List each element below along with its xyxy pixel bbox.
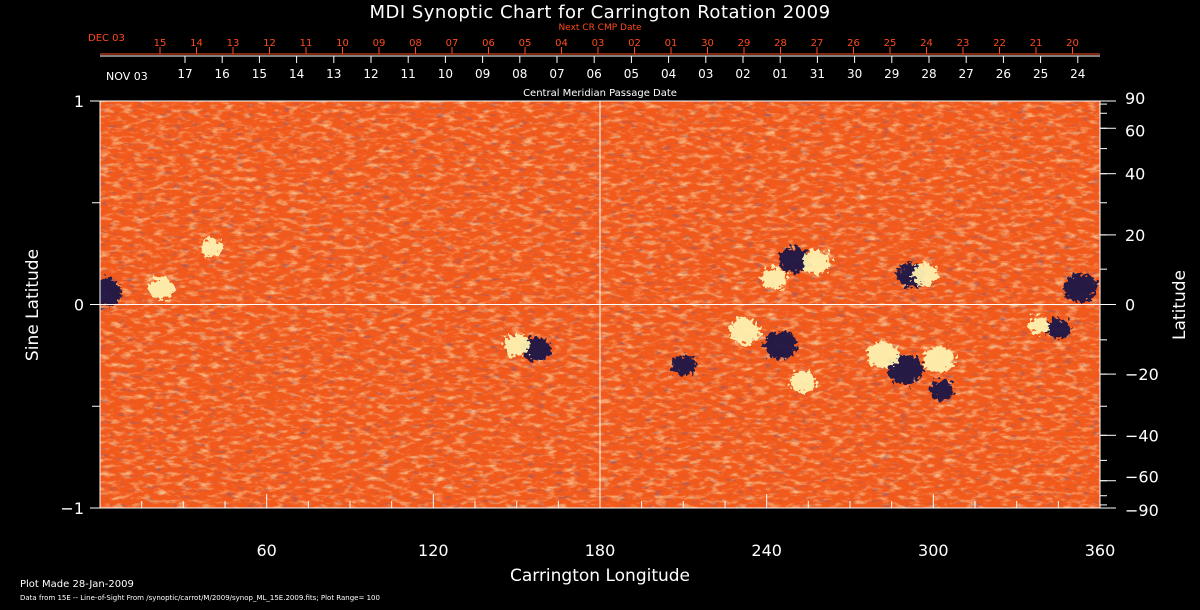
cmp-date: 15 [252, 67, 267, 81]
next-cmp-date: 05 [519, 38, 532, 49]
active-region-negative [1046, 318, 1071, 339]
active-region-negative [929, 379, 954, 400]
next-cmp-date: 20 [1066, 38, 1079, 49]
next-cmp-date: 29 [738, 38, 751, 49]
cmp-date: 01 [773, 67, 788, 81]
y-tick-label-left: 1 [74, 92, 84, 111]
lat-tick-label: −20 [1125, 365, 1159, 384]
cmp-date: 02 [735, 67, 750, 81]
cmp-date: 25 [1033, 67, 1048, 81]
x-tick-label: 120 [418, 541, 449, 560]
cmp-date: 28 [921, 67, 936, 81]
next-cmp-date: 24 [920, 38, 933, 49]
cmp-date: 29 [884, 67, 899, 81]
next-cmp-date: 11 [300, 38, 313, 49]
active-region-positive [923, 346, 955, 373]
lat-tick-label: −40 [1125, 426, 1159, 445]
lat-tick-label: 90 [1125, 89, 1145, 108]
next-cmp-date: 07 [446, 38, 459, 49]
next-cmp-date: 01 [665, 38, 678, 49]
cmp-date: 04 [661, 67, 676, 81]
cmp-date: 05 [624, 67, 639, 81]
cmp-date: 16 [215, 67, 230, 81]
next-cmp-date: 23 [957, 38, 970, 49]
next-cmp-date: 13 [227, 38, 240, 49]
lat-tick-label: 60 [1125, 121, 1145, 140]
x-tick-label: 180 [585, 541, 616, 560]
cmp-date: 13 [326, 67, 341, 81]
cmp-date: 03 [698, 67, 713, 81]
next-cmp-date: 06 [482, 38, 495, 49]
active-region-positive [867, 342, 899, 369]
active-region-positive [802, 249, 832, 274]
cmp-start-label: NOV 03 [106, 70, 148, 83]
next-cmp-date: 27 [811, 38, 824, 49]
next-cmp-date: 22 [993, 38, 1006, 49]
x-tick-label: 60 [256, 541, 276, 560]
cmp-axis-caption: Central Meridian Passage Date [523, 88, 677, 99]
active-region-negative [100, 278, 123, 307]
x-tick-label: 360 [1085, 541, 1116, 560]
active-region-positive [728, 317, 761, 344]
next-cmp-date: 04 [555, 38, 568, 49]
cmp-date: 27 [959, 67, 974, 81]
lat-tick-label: 0 [1125, 296, 1135, 315]
cmp-date: 17 [177, 67, 192, 81]
lat-tick-label: −60 [1125, 468, 1159, 487]
cmp-date: 24 [1070, 67, 1085, 81]
cmp-date: 07 [549, 67, 564, 81]
cmp-date: 26 [996, 67, 1011, 81]
cmp-date: 06 [587, 67, 602, 81]
y-tick-label-left: 0 [74, 296, 84, 315]
chart-title: MDI Synoptic Chart for Carrington Rotati… [369, 2, 831, 23]
cmp-date: 10 [438, 67, 453, 81]
next-cmp-start-label: DEC 03 [88, 33, 125, 44]
next-cmp-date: 09 [373, 38, 386, 49]
field-group [100, 101, 1100, 508]
next-cmp-date: 08 [409, 38, 422, 49]
cmp-date: 30 [847, 67, 862, 81]
next-cmp-date: 15 [154, 38, 167, 49]
x-axis-label: Carrington Longitude [509, 566, 691, 586]
active-region-positive [911, 262, 939, 285]
active-region-positive [1028, 315, 1050, 334]
next-cmp-date: 14 [190, 38, 203, 49]
cmp-date: 31 [810, 67, 825, 81]
next-cmp-date: 03 [592, 38, 605, 49]
x-tick-label: 240 [751, 541, 782, 560]
active-region-negative [763, 331, 798, 360]
next-cmp-date: 25 [884, 38, 897, 49]
active-region-positive [789, 370, 816, 393]
next-cmp-date: 10 [336, 38, 349, 49]
active-region-positive [503, 334, 530, 357]
active-region-negative [671, 355, 696, 376]
active-region-positive [147, 277, 175, 300]
cmp-date: 09 [475, 67, 490, 81]
lat-tick-label: −90 [1125, 501, 1159, 520]
active-region-negative [778, 246, 811, 273]
next-cmp-date: 02 [628, 38, 641, 49]
cmp-date: 12 [363, 67, 378, 81]
next-cmp-date: 28 [774, 38, 787, 49]
next-cr-cmp-caption: Next CR CMP Date [558, 23, 642, 33]
active-region-positive [761, 267, 789, 290]
cmp-date: 14 [289, 67, 304, 81]
active-region-negative [1063, 274, 1098, 303]
next-cmp-date: 26 [847, 38, 860, 49]
x-tick-label: 300 [918, 541, 949, 560]
cmp-date: 11 [401, 67, 416, 81]
next-cmp-date: 30 [701, 38, 714, 49]
cmp-date: 08 [512, 67, 527, 81]
data-source-note: Data from 15E -- Line-of-Sight From /syn… [20, 594, 380, 602]
active-region-positive [200, 238, 222, 257]
plot-made-note: Plot Made 28-Jan-2009 [20, 579, 134, 590]
lat-tick-label: 40 [1125, 165, 1145, 184]
lat-tick-label: 20 [1125, 226, 1145, 245]
next-cmp-date: 12 [263, 38, 276, 49]
y-tick-label-left: −1 [60, 499, 84, 518]
next-cmp-date: 21 [1030, 38, 1043, 49]
